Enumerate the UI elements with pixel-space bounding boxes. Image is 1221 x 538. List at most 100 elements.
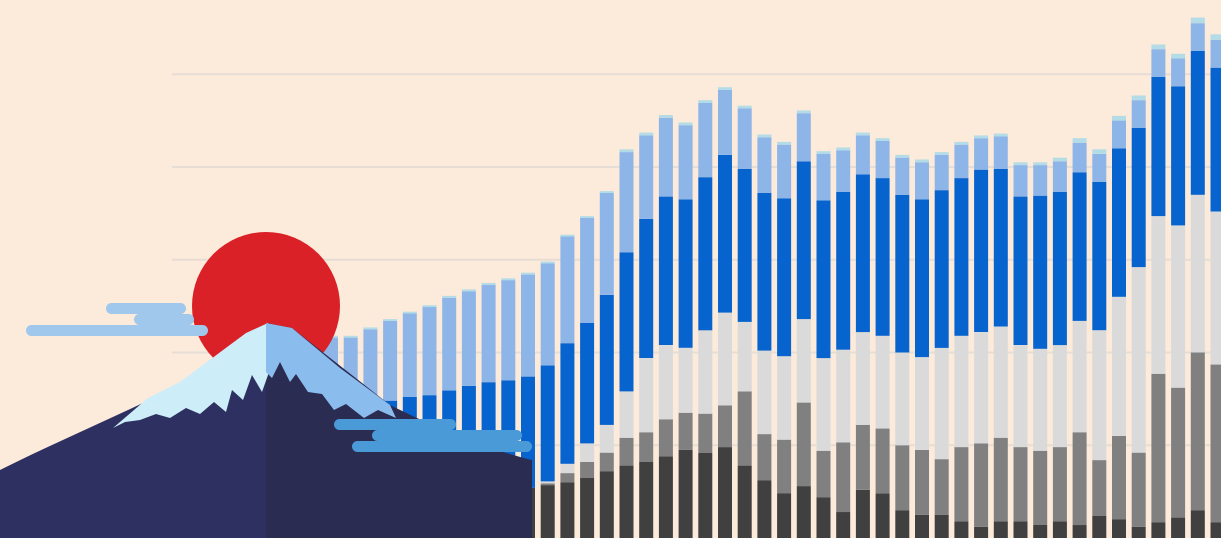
bar-segment-series-5 <box>816 154 831 201</box>
bar-segment-series-2 <box>619 437 634 466</box>
bar-segment-series-3 <box>1013 345 1028 448</box>
bar-segment-series-2 <box>560 473 575 483</box>
bar-segment-series-6 <box>1171 53 1186 59</box>
bar-segment-series-1 <box>580 477 595 538</box>
bar-segment-series-4 <box>698 177 713 331</box>
bar-segment-series-3 <box>934 347 949 460</box>
bar-segment-series-3 <box>639 358 654 433</box>
bar-segment-series-5 <box>442 297 457 391</box>
bar-segment-series-5 <box>1171 58 1186 87</box>
bar-segment-series-5 <box>718 90 732 155</box>
bar-segment-series-5 <box>796 113 811 162</box>
bar-segment-series-2 <box>974 443 989 527</box>
bar-segment-series-6 <box>1092 149 1107 154</box>
bar-segment-series-5 <box>501 280 516 381</box>
bar-segment-series-6 <box>580 216 595 218</box>
bar-segment-series-6 <box>1052 157 1067 162</box>
bar-segment-series-5 <box>1013 165 1028 197</box>
bar-segment-series-4 <box>1092 181 1107 331</box>
bar-segment-series-4 <box>718 154 732 313</box>
bar-segment-series-2 <box>1210 364 1221 523</box>
bar-segment-series-5 <box>855 135 870 175</box>
bar-segment-series-2 <box>836 442 851 513</box>
bar-segment-series-1 <box>954 521 969 538</box>
bar-segment-series-4 <box>915 199 929 358</box>
bar-segment-series-5 <box>619 152 634 253</box>
bar-segment-series-4 <box>1151 77 1166 217</box>
bar-segment-series-1 <box>737 465 752 538</box>
bar-segment-series-5 <box>383 320 398 401</box>
bar-segment-series-6 <box>1151 44 1166 50</box>
bar-segment-series-4 <box>639 218 654 358</box>
bar-segment-series-5 <box>1052 161 1067 192</box>
bar-segment-series-1 <box>934 514 949 538</box>
bar-segment-series-3 <box>678 347 693 413</box>
bar-segment-series-1 <box>1092 515 1107 538</box>
bar-segment-series-6 <box>402 311 417 314</box>
bar-segment-series-1 <box>875 493 890 538</box>
bar-segment-series-6 <box>875 138 890 141</box>
bar-segment-series-6 <box>816 151 831 154</box>
bar-segment-series-6 <box>461 289 476 292</box>
bar-segment-series-6 <box>796 110 811 114</box>
bar-segment-series-3 <box>993 326 1008 438</box>
bar-segment-series-4 <box>658 196 673 345</box>
bar-segment-series-2 <box>954 447 969 522</box>
bar-segment-series-5 <box>875 141 890 179</box>
cloud-left <box>26 303 208 336</box>
bar-segment-series-5 <box>521 274 535 377</box>
bar-segment-series-2 <box>1112 436 1126 520</box>
bar-segment-series-4 <box>1190 51 1205 195</box>
bar-segment-series-4 <box>796 161 811 320</box>
bar-segment-series-1 <box>816 497 831 538</box>
bar-segment-series-6 <box>915 159 929 163</box>
cloud-right <box>334 419 532 452</box>
bar-segment-series-4 <box>540 365 555 482</box>
bar-segment-series-5 <box>422 307 437 396</box>
bar-segment-series-5 <box>481 284 496 383</box>
bar-segment-series-6 <box>1033 162 1048 166</box>
bar-segment-series-1 <box>1013 521 1028 538</box>
bar-segment-series-6 <box>954 141 969 145</box>
bar-segment-series-2 <box>934 459 949 515</box>
bar-segment-series-2 <box>658 419 673 457</box>
bar-segment-series-1 <box>658 456 673 538</box>
bar-segment-series-5 <box>560 236 575 344</box>
bar-segment-series-6 <box>934 152 949 155</box>
bar-segment-series-5 <box>954 144 969 179</box>
bar-segment-series-1 <box>540 485 555 538</box>
bar-segment-series-5 <box>639 135 654 219</box>
bar-segment-series-2 <box>1092 460 1107 516</box>
bar-segment-series-6 <box>501 278 516 281</box>
bar-segment-series-6 <box>737 105 752 109</box>
bar-segment-series-5 <box>895 157 910 195</box>
bar-segment-series-2 <box>599 452 614 472</box>
bar-segment-series-3 <box>737 321 752 392</box>
bar-segment-series-6 <box>1131 95 1146 101</box>
bar-segment-series-2 <box>1131 452 1146 527</box>
bar-segment-series-3 <box>757 350 772 435</box>
bar-segment-series-3 <box>1151 216 1166 374</box>
bar-segment-series-5 <box>402 313 417 397</box>
bar-segment-series-6 <box>777 141 792 145</box>
bar-segment-series-4 <box>599 295 614 425</box>
bar-segment-series-4 <box>875 178 890 336</box>
bar-segment-series-3 <box>777 356 792 440</box>
bar-segment-series-6 <box>1190 17 1205 24</box>
bar-segment-series-4 <box>974 169 989 332</box>
bar-segment-series-6 <box>1072 138 1087 143</box>
bar-segment-series-5 <box>1033 165 1048 196</box>
bar-segment-series-2 <box>639 432 654 462</box>
bar-segment-series-4 <box>836 192 851 350</box>
bar-segment-series-3 <box>1112 296 1126 436</box>
bar-segment-series-3 <box>895 352 910 446</box>
bar-segment-series-5 <box>580 218 595 323</box>
bar-segment-series-3 <box>1092 330 1107 461</box>
bar-segment-series-1 <box>1171 517 1186 538</box>
bar-segment-series-4 <box>737 168 752 322</box>
bar-segment-series-4 <box>1131 128 1146 268</box>
bar-segment-series-6 <box>442 295 457 298</box>
bar-segment-series-5 <box>757 137 772 193</box>
bar-segment-series-1 <box>718 447 732 538</box>
